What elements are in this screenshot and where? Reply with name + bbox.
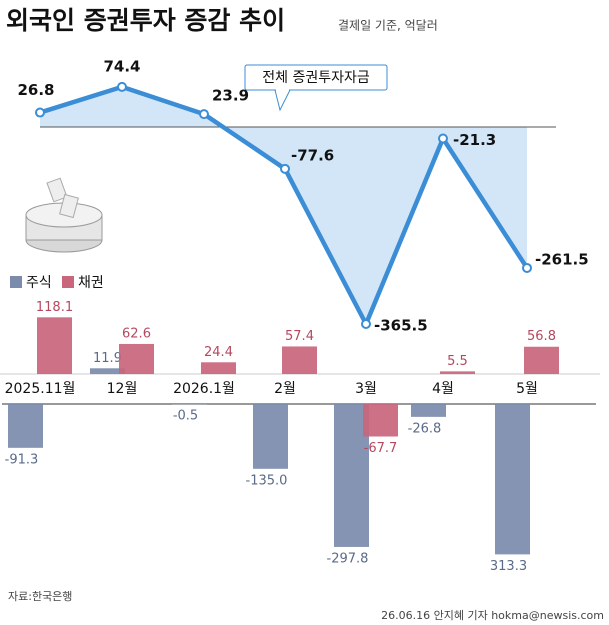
bar-label: -91.3 (5, 452, 39, 467)
bar-label: 118.1 (36, 300, 73, 315)
bar (411, 404, 446, 417)
line-label: 26.8 (17, 81, 54, 99)
bar (440, 371, 475, 374)
line-label: 23.9 (212, 87, 249, 105)
line-point (280, 163, 290, 174)
legend-label: 채권 (78, 275, 104, 291)
x-tick-label: 2월 (274, 381, 296, 397)
legend-swatch (10, 276, 22, 288)
bar-label: 56.8 (527, 329, 556, 344)
line-label: -77.6 (291, 146, 334, 164)
bar-label: -0.5 (173, 409, 198, 424)
bar (8, 404, 43, 448)
bar-label: -135.0 (246, 473, 288, 488)
bar (253, 404, 288, 469)
bar-label: 62.6 (122, 326, 151, 341)
line-point (522, 262, 532, 273)
line-label: -261.5 (535, 250, 589, 268)
bar (37, 317, 72, 374)
chart-subtitle: 결제일 기준, 억달러 (338, 19, 438, 33)
bar (524, 346, 559, 374)
bar-label: 313.3 (490, 559, 527, 574)
bar (90, 368, 125, 374)
bar-label: 24.4 (204, 345, 233, 360)
line-point (361, 319, 371, 330)
line-label: -365.5 (374, 317, 428, 335)
x-tick-label: 4월 (432, 381, 454, 397)
line-point (35, 107, 45, 118)
line-point (117, 81, 127, 92)
line-label: -21.3 (453, 131, 496, 149)
bar (495, 404, 530, 555)
x-tick-label: 3월 (355, 381, 377, 397)
bar (119, 343, 154, 374)
line-label: 74.4 (103, 57, 140, 75)
bar-label: 57.4 (285, 329, 314, 344)
line-area (40, 86, 527, 325)
x-tick-label: 2026.1월 (173, 381, 235, 397)
bar-label: -26.8 (408, 421, 442, 436)
line-point (199, 109, 209, 120)
bar (363, 404, 398, 437)
bar-label: -67.7 (364, 441, 398, 456)
x-tick-label: 12월 (107, 381, 138, 397)
bar (201, 362, 236, 374)
x-tick-label: 2025.11월 (5, 381, 76, 397)
line-point (438, 133, 448, 144)
credit: 26.06.16 안지혜 기자 hokma@newsis.com (381, 609, 604, 622)
bar-label: 11.9 (93, 351, 122, 366)
chart-title: 외국인 증권투자 증감 추이 (6, 6, 285, 35)
callout-box (244, 64, 388, 91)
legend-label: 주식 (26, 275, 52, 291)
legend-swatch (62, 276, 74, 288)
x-tick-label: 5월 (516, 381, 538, 397)
source: 자료:한국은행 (8, 590, 72, 603)
bar-label: -297.8 (327, 551, 369, 566)
bank-icon (25, 177, 103, 253)
bar-label: 5.5 (447, 354, 468, 369)
callout-text: 전체 증권투자자금 (262, 70, 370, 86)
bar (282, 346, 317, 374)
